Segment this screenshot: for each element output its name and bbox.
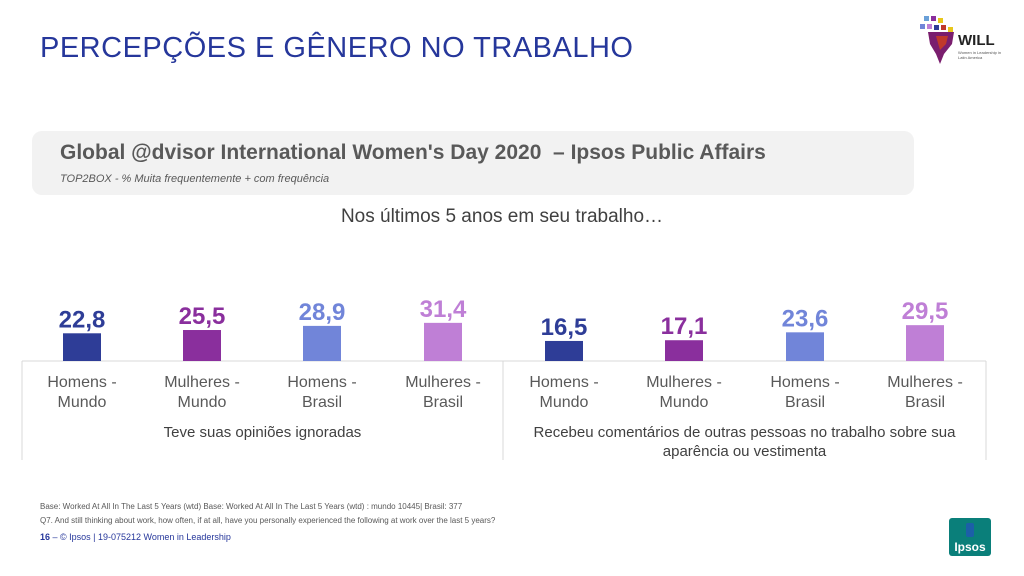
category-label: Mulheres - [164, 374, 240, 391]
ipsos-brand: Ipsos [954, 540, 986, 554]
category-label: Homens - [47, 374, 116, 391]
data-label: 22,8 [59, 306, 106, 333]
category-label: Mulheres - [887, 374, 963, 391]
page-title: PERCEPÇÕES E GÊNERO NO TRABALHO [40, 32, 634, 64]
survey-title: Global @dvisor International Women's Day… [60, 141, 766, 164]
category-label: Brasil [302, 394, 342, 411]
data-label: 16,5 [541, 314, 588, 341]
data-label: 31,4 [420, 296, 467, 323]
data-label: 23,6 [782, 305, 829, 332]
data-label: 17,1 [661, 313, 708, 340]
base-note: Base: Worked At All In The Last 5 Years … [40, 502, 463, 511]
category-label: Brasil [423, 394, 463, 411]
survey-subtitle: TOP2BOX - % Muita frequentemente + com f… [60, 173, 330, 185]
bar [424, 322, 462, 361]
category-label: Mundo [660, 394, 709, 411]
ipsos-logo: Ipsos [949, 518, 991, 556]
credit-text: – © Ipsos | 19-075212 Women in Leadershi… [50, 532, 231, 542]
survey-panel: Global @dvisor International Women's Day… [32, 131, 914, 195]
page-number: 16 [40, 532, 51, 542]
bar [786, 332, 824, 361]
data-label: 28,9 [299, 299, 346, 326]
ipsos-mark-icon [966, 523, 974, 537]
data-label: 25,5 [179, 303, 226, 330]
question-note: Q7. And still thinking about work, how o… [40, 516, 496, 525]
chart-subtitle: Nos últimos 5 anos em seu trabalho… [340, 206, 664, 227]
bar [303, 325, 341, 361]
category-label: Mundo [540, 394, 589, 411]
category-label: Brasil [905, 394, 945, 411]
group-label: aparência ou vestimenta [663, 443, 827, 460]
group-label: Recebeu comentários de outras pessoas no… [534, 424, 957, 441]
footer-credit: 16 – © Ipsos | 19-075212 Women in Leader… [40, 532, 231, 542]
bar [665, 340, 703, 361]
category-label: Mundo [58, 394, 107, 411]
data-label: 29,5 [902, 298, 949, 325]
category-label: Brasil [785, 394, 825, 411]
group-label: Teve suas opiniões ignoradas [164, 424, 362, 441]
brazil-map-icon [920, 16, 954, 64]
category-label: Mundo [178, 394, 227, 411]
will-logo: WILL Women in Leadership in Latin Americ… [918, 14, 1010, 70]
bar [183, 330, 221, 361]
bar [545, 340, 583, 361]
category-label: Mulheres - [646, 374, 722, 391]
logo-name: WILL [958, 32, 995, 49]
bar [63, 333, 101, 361]
category-label: Homens - [287, 374, 356, 391]
category-label: Mulheres - [405, 374, 481, 391]
category-label: Homens - [529, 374, 598, 391]
category-label: Homens - [770, 374, 839, 391]
bar [906, 325, 944, 361]
logo-tagline: Women in Leadership in Latin America [958, 50, 1002, 60]
